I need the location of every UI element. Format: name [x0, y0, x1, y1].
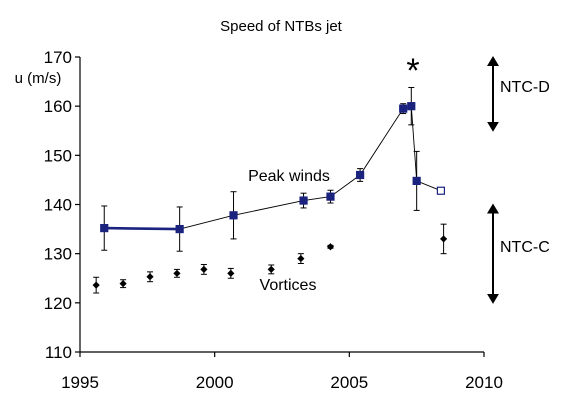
vortices-point [326, 243, 335, 251]
peak-winds-point [412, 176, 421, 185]
vortices-point [173, 269, 181, 277]
series-label-peak-winds: Peak winds [248, 168, 330, 185]
peak-winds-point [436, 186, 446, 195]
vortices-point [92, 281, 100, 289]
y-tick-label: 130 [44, 245, 72, 264]
y-tick-label: 110 [45, 343, 72, 362]
axes [75, 56, 485, 357]
peak-winds-point [326, 192, 335, 201]
vortices-point [119, 280, 127, 288]
y-tick-label: 160 [44, 97, 72, 116]
star-annotation: * [406, 52, 419, 90]
vortices-point [146, 273, 154, 281]
vortices-point [200, 265, 208, 273]
y-tick-label: 170 [44, 48, 72, 67]
peak-winds-point [356, 170, 365, 180]
x-tick-label: 1995 [61, 373, 99, 392]
peak-winds-point [100, 224, 109, 233]
chart-title: Speed of NTBs jet [220, 18, 343, 35]
peak-winds-point [399, 104, 408, 113]
y-axis-label: u (m/s) [15, 70, 62, 87]
y-tick-label: 140 [44, 196, 72, 215]
series-label-vortices: Vortices [260, 277, 317, 294]
ntc-annotations: NTC-D NTC-C [487, 56, 550, 304]
x-tick-label: 2005 [330, 373, 368, 392]
ntc-d-label: NTC-D [500, 79, 550, 96]
peak-winds-point [229, 211, 238, 220]
ntc-c-label: NTC-C [500, 239, 550, 256]
vortices-point [227, 269, 235, 277]
peak-winds-line-segment [104, 226, 180, 231]
peak-winds-point [175, 224, 184, 234]
data-points [92, 86, 448, 294]
peak-winds-point [299, 196, 308, 205]
x-tick-label: 2000 [196, 373, 234, 392]
peak-winds-point [407, 102, 416, 111]
y-tick-label: 150 [44, 146, 72, 165]
vortices-point [440, 235, 448, 243]
vortices-point [267, 265, 275, 273]
x-tick-label: 2010 [465, 373, 503, 392]
vortices-point [297, 254, 305, 263]
tick-labels: 110 120 130 140 150 160 170 1995 2000 2005 2010 [44, 48, 503, 392]
y-tick-label: 120 [44, 294, 72, 313]
